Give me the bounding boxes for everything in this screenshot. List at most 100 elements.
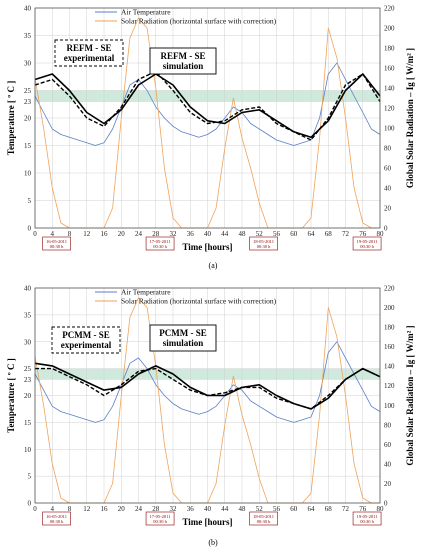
annotation-line-1: REFM - SE <box>67 43 112 53</box>
y-tick-label: 15 <box>24 142 32 150</box>
x-tick-label: 32 <box>170 505 178 513</box>
x-tick-label: 32 <box>170 230 178 238</box>
x-tick-label: 36 <box>187 230 195 238</box>
time-text: 00:30 h <box>153 244 167 249</box>
y2-tick-label: 80 <box>384 145 392 153</box>
x-tick-label: 52 <box>256 230 264 238</box>
y2-tick-label: 60 <box>384 165 392 173</box>
time-text: 00:30 h <box>257 244 271 249</box>
x-tick-label: 68 <box>325 505 333 513</box>
x-tick-label: 36 <box>187 505 195 513</box>
date-box <box>352 511 382 526</box>
date-text: 19-05-2011 <box>357 239 378 244</box>
annotation-box <box>54 39 124 67</box>
y2-tick-label: 180 <box>384 45 395 53</box>
date-box <box>42 511 71 526</box>
annotation-label: REFM - SE simulation <box>161 51 206 71</box>
y2-axis-label: Global Solar Radiation – Ig [ W/m² ] <box>405 325 415 465</box>
y-tick-label: 23 <box>24 376 32 384</box>
x-tick-label: 76 <box>359 505 367 513</box>
y2-tick-label: 180 <box>384 324 395 332</box>
date-text: 18-05-2011 <box>253 514 274 519</box>
series-line-3 <box>34 362 381 410</box>
y2-tick-label: 60 <box>384 441 392 449</box>
y2-tick-label: 0 <box>384 225 388 233</box>
figure-caption: (b) <box>208 538 218 547</box>
x-tick-label: 12 <box>83 230 91 238</box>
y2-tick-label: 220 <box>384 5 395 13</box>
y2-tick-label: 0 <box>384 500 388 508</box>
x-tick-label: 64 <box>308 230 316 238</box>
x-tick-label: 48 <box>239 505 247 513</box>
x-tick-label: 68 <box>325 230 333 238</box>
time-text: 00:30 h <box>153 519 167 524</box>
x-tick-label: 64 <box>308 505 316 513</box>
plot-frame <box>34 287 381 504</box>
date-text: 18-05-2011 <box>253 239 274 244</box>
x-axis-label: Time [hours] <box>182 517 232 527</box>
time-text: 00:30 h <box>257 519 271 524</box>
x-tick-label: 72 <box>342 230 350 238</box>
y2-axis-label: Global Solar Radiation – Ig [ W/m² ] <box>405 48 415 188</box>
y2-tick-label: 100 <box>384 125 395 133</box>
y2-tick-label: 160 <box>384 343 395 351</box>
date-box <box>42 236 71 251</box>
y2-tick-label: 200 <box>384 25 395 33</box>
time-text: 00:30 h <box>360 519 374 524</box>
y2-tick-label: 120 <box>384 382 395 390</box>
annotation-line-2: experimental <box>64 53 115 63</box>
y2-tick-label: 140 <box>384 363 395 371</box>
series-line-2 <box>34 70 381 141</box>
date-box <box>145 511 175 526</box>
y2-tick-label: 220 <box>384 285 395 293</box>
y2-tick-label: 100 <box>384 402 395 410</box>
y-axis-label: Temperature [ º C ] <box>6 81 16 155</box>
y-tick-label: 23 <box>24 98 32 106</box>
series-line-3 <box>34 73 381 139</box>
x-tick-label: 28 <box>152 505 160 513</box>
figure-caption: (a) <box>209 261 218 270</box>
legend-entry-solar: Solar Radiation (horizontal surface with… <box>121 17 277 26</box>
x-tick-label: 16 <box>101 230 109 238</box>
x-tick-label: 72 <box>342 505 350 513</box>
annotation-line-1: PCMM - SE <box>62 330 110 340</box>
x-tick-label: 24 <box>135 230 143 238</box>
annotation-simulation: REFM - SE simulation <box>149 47 217 75</box>
x-tick-label: 80 <box>377 505 385 513</box>
y-tick-label: 20 <box>24 392 32 400</box>
annotation-experimental: PCMM - SE experimental <box>51 326 121 354</box>
legend-entry-solar: Solar Radiation (horizontal surface with… <box>121 297 277 306</box>
x-tick-label: 44 <box>221 505 229 513</box>
y-tick-label: 10 <box>24 170 32 178</box>
date-text: 17-05-2011 <box>150 239 171 244</box>
date-box <box>249 236 278 251</box>
y-tick-label: 35 <box>24 32 32 40</box>
y2-tick-label: 160 <box>384 65 395 73</box>
y-tick-label: 25 <box>24 87 32 95</box>
date-text: 19-05-2011 <box>357 514 378 519</box>
annotation-experimental: REFM - SE experimental <box>54 39 124 67</box>
x-tick-label: 20 <box>118 230 126 238</box>
annotation-line-2: experimental <box>61 340 112 350</box>
x-tick-label: 0 <box>33 230 37 238</box>
x-tick-label: 28 <box>152 230 160 238</box>
x-tick-label: 76 <box>359 230 367 238</box>
y-tick-label: 5 <box>28 473 32 481</box>
date-text: 16-05-2011 <box>46 239 67 244</box>
chart-panel-a: 0 4 8 12 16 20 24 28 32 36 40 44 48 52 56 60 64 68 72 76 800… <box>6 5 415 271</box>
legend-entry-air: Air Temperature <box>121 8 171 17</box>
date-text: 16-05-2011 <box>46 514 67 519</box>
x-tick-label: 60 <box>290 505 298 513</box>
annotation-label: REFM - SE experimental <box>64 43 115 63</box>
x-tick-label: 8 <box>68 505 72 513</box>
x-tick-label: 60 <box>290 230 298 238</box>
x-tick-label: 56 <box>273 505 281 513</box>
annotation-box <box>149 324 217 352</box>
y2-tick-label: 20 <box>384 205 392 213</box>
chart-panel-b: 0 4 8 12 16 20 24 28 32 36 40 44 48 52 56 60 64 68 72 76 800… <box>6 285 415 548</box>
x-tick-label: 80 <box>377 230 385 238</box>
annotation-box <box>51 326 121 354</box>
date-text: 17-05-2011 <box>150 514 171 519</box>
